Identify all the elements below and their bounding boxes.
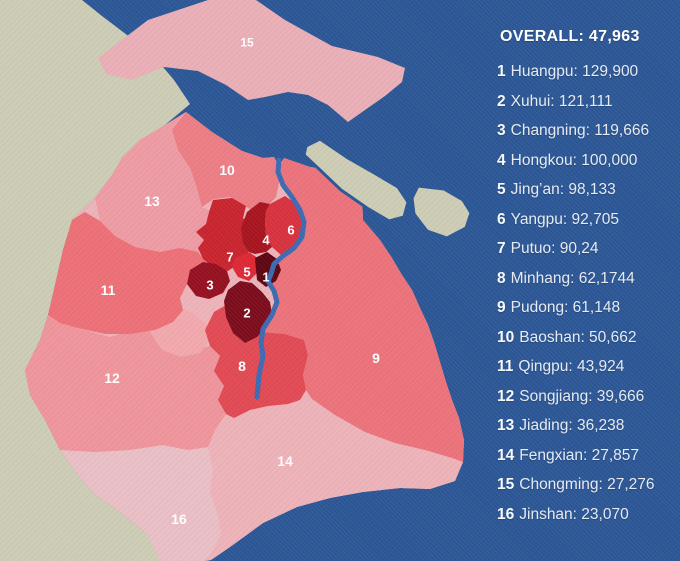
map-label-3: 3: [206, 278, 213, 293]
legend-item-hongkou: 4 Hongkou: 100,000: [497, 151, 638, 169]
river-line: [254, 157, 307, 400]
district-11-qingpu: [48, 212, 206, 334]
island-small-east: [410, 184, 473, 240]
map-label-8: 8: [238, 358, 246, 374]
island-small-west: [302, 137, 410, 223]
district-14-fengxian: [205, 399, 463, 561]
district-10-baoshan: [172, 112, 279, 212]
district-13-jiading: [95, 112, 213, 252]
map-label-12: 12: [104, 370, 120, 386]
district-9-pudong: [262, 158, 464, 462]
legend-item-jinshan: 16 Jinshan: 23,070: [497, 505, 629, 523]
district-5-jingan: [232, 252, 259, 281]
legend-item-qingpu: 11 Qingpu: 43,924: [497, 358, 625, 375]
legend-item-yangpu: 6 Yangpu: 92,705: [497, 210, 619, 228]
district-7-putuo: [196, 198, 252, 271]
district-6-yangpu: [265, 196, 304, 255]
district-15-chongming-island: [98, 0, 405, 122]
legend-item-minhang: 8 Minhang: 62,1744: [497, 269, 635, 287]
legend-item-putuo: 7 Putuo: 90,24: [497, 240, 599, 257]
district-2-xuhui: [224, 281, 272, 343]
legend-item-jingan: 5 Jing’an: 98,133: [497, 181, 616, 198]
legend-list: 1 Huangpu: 129,900 2 Xuhui: 121,111 3 Changni…: [497, 57, 677, 529]
legend-panel: OVERALL: 47,963 1 Huangpu: 129,900 2 Xuhui:…: [497, 28, 677, 529]
map-label-1: 1: [262, 270, 269, 285]
legend-title: OVERALL: 47,963: [500, 28, 640, 45]
map-label-11: 11: [101, 282, 116, 298]
legend-item-pudong: 9 Pudong: 61,148: [497, 299, 621, 316]
map-label-5: 5: [243, 265, 250, 280]
map-label-16: 16: [171, 511, 187, 527]
legend-item-changning: 3 Changning: 119,666: [497, 122, 650, 139]
map-label-6: 6: [287, 223, 294, 238]
map-label-4: 4: [262, 233, 270, 248]
legend-item-baoshan: 10 Baoshan: 50,662: [497, 328, 637, 346]
map-label-13: 13: [144, 193, 160, 209]
legend-item-chongming: 15 Chongming: 27,276: [497, 476, 655, 493]
legend-item-xuhui: 2 Xuhui: 121,111: [497, 92, 613, 110]
map-label-10: 10: [219, 162, 235, 178]
legend-item-jiading: 13 Jiading: 36,238: [497, 417, 625, 434]
district-16-jinshan: [60, 445, 221, 561]
legend-item-fengxian: 14 Fengxian: 27,857: [497, 446, 640, 464]
legend-item-songjiang: 12 Songjiang: 39,666: [497, 387, 645, 405]
map-label-9: 9: [372, 350, 380, 366]
mainland-outside-shanghai: [0, 0, 190, 561]
map-label-2: 2: [243, 306, 250, 321]
map-label-14: 14: [277, 453, 293, 469]
district-3-changning: [187, 262, 230, 299]
district-4-hongkou: [241, 202, 272, 254]
district-8-minhang: [205, 305, 308, 418]
legend-item-huangpu: 1 Huangpu: 129,900: [497, 63, 639, 80]
map-label-7: 7: [226, 250, 233, 265]
map-label-15: 15: [240, 35, 254, 49]
